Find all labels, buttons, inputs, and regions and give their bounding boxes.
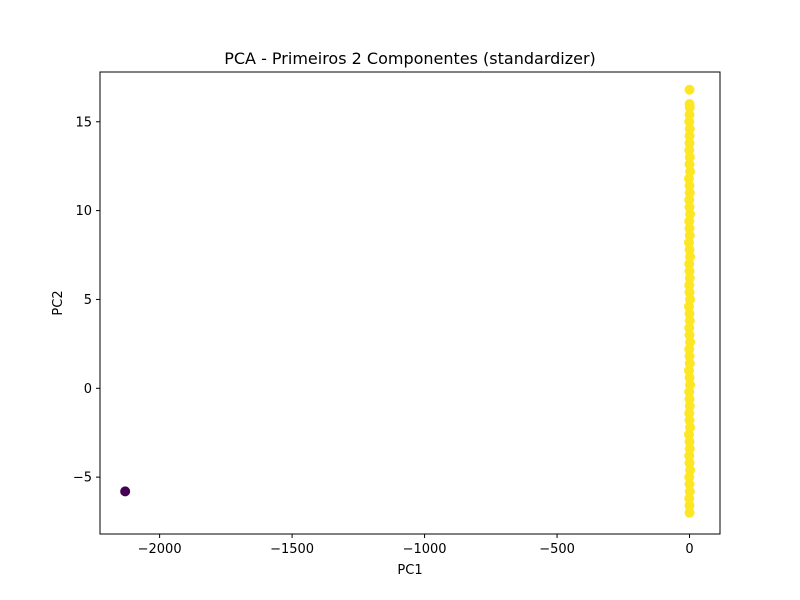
y-axis-ticks: −5 0 5 10 15 (73, 115, 100, 486)
scatter-point (684, 436, 695, 447)
x-axis-ticks: −2000 −1500 −1000 −500 0 (138, 534, 694, 557)
scatter-point (684, 130, 695, 141)
scatter-point (684, 507, 695, 518)
scatter-point (684, 202, 695, 213)
scatter-point (684, 280, 695, 291)
scatter-point (684, 159, 695, 170)
scatter-point (684, 386, 695, 397)
scatter-point (684, 493, 695, 504)
scatter-point (684, 457, 695, 468)
scatter-point (684, 138, 695, 149)
scatter-point (684, 152, 695, 163)
x-tick-label: −1000 (403, 542, 447, 557)
scatter-point (684, 287, 695, 298)
scatter-point (684, 123, 695, 134)
scatter-point (684, 116, 695, 127)
scatter-point (684, 194, 695, 205)
scatter-point (684, 443, 695, 454)
scatter-point (684, 315, 695, 326)
scatter-point (684, 372, 695, 383)
scatter-point (684, 408, 695, 419)
scatter-point (684, 415, 695, 426)
x-axis-label: PC1 (397, 563, 422, 578)
scatter-point (684, 486, 695, 497)
scatter-point (120, 486, 131, 497)
scatter-point (684, 429, 694, 440)
scatter-point (684, 216, 695, 227)
scatter-point (684, 401, 695, 412)
y-tick-label: 0 (84, 382, 92, 397)
scatter-points (120, 84, 696, 518)
chart-title: PCA - Primeiros 2 Componentes (standardi… (224, 49, 596, 68)
x-tick-label: −1500 (270, 542, 314, 557)
scatter-point (684, 244, 695, 255)
scatter-point (684, 173, 694, 184)
scatter-point (684, 237, 694, 248)
scatter-point (684, 258, 695, 269)
scatter-point (684, 223, 695, 234)
scatter-point (684, 450, 695, 461)
scatter-point (684, 301, 694, 312)
y-tick-label: 5 (84, 293, 92, 308)
y-tick-label: 15 (75, 115, 92, 130)
y-tick-label: −5 (73, 471, 92, 486)
scatter-point (684, 472, 695, 483)
scatter-point (684, 308, 695, 319)
x-tick-label: −2000 (138, 542, 182, 557)
scatter-point (684, 84, 695, 95)
scatter-point (684, 187, 695, 198)
scatter-point (684, 102, 695, 113)
scatter-point (684, 180, 695, 191)
scatter-point (684, 344, 695, 355)
plot-area-frame (99, 71, 721, 535)
scatter-point (684, 109, 695, 120)
y-axis-label: PC2 (51, 290, 66, 315)
scatter-point (684, 479, 695, 490)
scatter-point (684, 322, 695, 333)
scatter-point (684, 500, 695, 511)
x-tick-label: 0 (685, 542, 693, 557)
scatter-point (684, 145, 695, 156)
scatter-point (684, 365, 694, 376)
y-tick-label: 10 (75, 204, 92, 219)
scatter-point (684, 329, 695, 340)
scatter-point (684, 351, 695, 362)
scatter-point (684, 273, 695, 284)
scatter-point (684, 266, 695, 277)
scatter-point (684, 393, 695, 404)
x-tick-label: −500 (539, 542, 575, 557)
